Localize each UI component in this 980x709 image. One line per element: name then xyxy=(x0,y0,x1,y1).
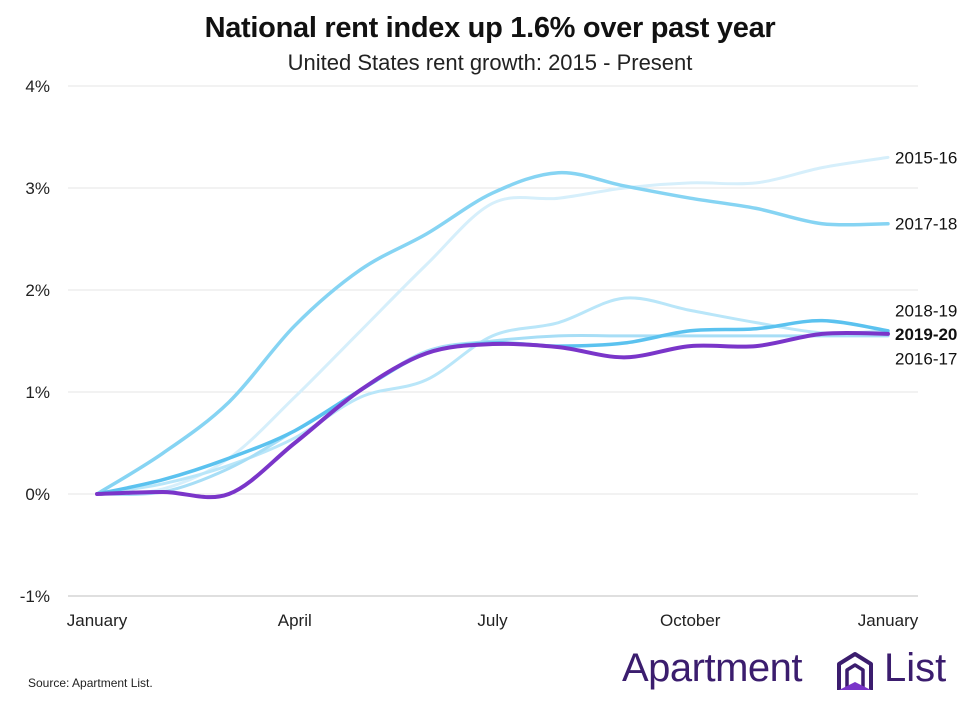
series-end-label: 2017-18 xyxy=(895,215,957,234)
chart-subtitle: United States rent growth: 2015 - Presen… xyxy=(287,50,693,75)
x-tick-label: January xyxy=(858,611,919,630)
series-end-label: 2019-20 xyxy=(895,325,957,344)
brand-suffix: List xyxy=(884,646,947,690)
y-tick-label: 1% xyxy=(25,383,50,402)
series-line-2019-20-highlight xyxy=(95,330,890,500)
y-tick-label: 2% xyxy=(25,281,50,300)
series-end-label: 2018-19 xyxy=(895,301,957,320)
x-tick-label: January xyxy=(67,611,128,630)
chart-title: National rent index up 1.6% over past ye… xyxy=(204,12,776,44)
brand-logo: Apartment List xyxy=(622,646,962,702)
brand-name: Apartment xyxy=(622,646,803,690)
x-tick-label: October xyxy=(660,611,721,630)
source-note: Source: Apartment List. xyxy=(28,676,153,690)
y-tick-label: -1% xyxy=(20,587,50,606)
series-line-2016-17 xyxy=(95,334,890,496)
series-end-label: 2016-17 xyxy=(895,349,957,368)
series-line-2018-19 xyxy=(95,296,890,496)
apartment-list-logo-icon xyxy=(837,652,873,690)
series-line-2017-18 xyxy=(95,170,890,496)
y-tick-label: 0% xyxy=(25,485,50,504)
y-tick-label: 4% xyxy=(25,77,50,96)
series-end-label: 2015-16 xyxy=(895,148,957,167)
x-tick-label: April xyxy=(278,611,312,630)
x-tick-label: July xyxy=(477,611,508,630)
y-tick-label: 3% xyxy=(25,179,50,198)
